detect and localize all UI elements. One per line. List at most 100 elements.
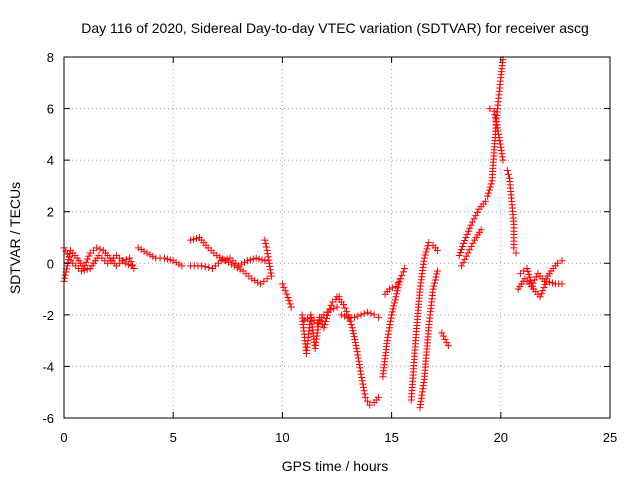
data-point xyxy=(360,387,368,395)
data-point xyxy=(431,276,439,284)
data-point xyxy=(462,252,470,260)
data-point xyxy=(472,212,480,220)
data-point xyxy=(192,234,200,242)
data-point xyxy=(265,259,273,267)
data-point xyxy=(491,114,499,122)
data-point xyxy=(459,259,467,267)
data-point xyxy=(356,364,364,372)
data-point xyxy=(246,256,254,264)
data-point xyxy=(354,351,362,359)
data-point xyxy=(220,256,228,264)
data-point xyxy=(455,252,463,260)
data-point xyxy=(178,262,186,270)
data-point xyxy=(280,283,288,291)
data-point xyxy=(495,134,503,142)
data-point xyxy=(469,239,477,247)
data-point xyxy=(432,273,440,281)
data-point xyxy=(385,285,393,293)
data-point xyxy=(487,180,495,188)
y-tick-label: -2 xyxy=(42,308,54,323)
data-point xyxy=(558,280,566,288)
data-point xyxy=(391,299,399,307)
data-point xyxy=(236,265,244,273)
x-tick-label: 0 xyxy=(60,430,67,445)
data-point xyxy=(83,265,91,273)
data-point xyxy=(265,256,273,264)
data-point xyxy=(532,273,540,281)
data-point xyxy=(457,246,465,254)
data-point xyxy=(361,390,369,398)
data-point xyxy=(350,333,358,341)
data-point xyxy=(321,321,329,329)
data-point xyxy=(350,330,358,338)
data-point xyxy=(494,127,502,135)
data-point xyxy=(541,280,549,288)
data-point xyxy=(499,156,507,164)
data-point xyxy=(348,324,356,332)
data-point xyxy=(172,258,180,266)
y-tick-label: 4 xyxy=(47,153,54,168)
data-point xyxy=(486,183,494,191)
data-point xyxy=(216,253,224,261)
data-point xyxy=(385,327,393,335)
data-point xyxy=(128,262,136,270)
data-point xyxy=(124,261,132,269)
data-point xyxy=(439,332,447,340)
data-point xyxy=(333,303,341,311)
data-point xyxy=(497,146,505,154)
data-point xyxy=(85,252,93,260)
data-point xyxy=(498,153,506,161)
data-point xyxy=(374,393,382,401)
data-point xyxy=(396,275,404,283)
data-point xyxy=(267,272,275,280)
data-point xyxy=(467,221,475,229)
data-point xyxy=(77,267,85,275)
data-point xyxy=(456,249,464,257)
data-point xyxy=(264,250,272,258)
data-point xyxy=(304,315,312,323)
y-tick-label: -4 xyxy=(42,359,54,374)
data-point xyxy=(396,278,404,286)
data-point xyxy=(444,342,452,350)
data-point xyxy=(425,239,433,247)
data-point xyxy=(251,276,259,284)
data-point xyxy=(238,260,246,268)
y-tick-label: -6 xyxy=(42,411,54,426)
data-point xyxy=(80,266,88,274)
data-point xyxy=(341,304,349,312)
data-point xyxy=(558,257,566,265)
data-point xyxy=(84,255,92,263)
data-point xyxy=(470,215,478,223)
data-point xyxy=(262,240,270,248)
data-point xyxy=(466,224,474,232)
data-point xyxy=(323,314,331,322)
data-point xyxy=(357,311,365,319)
data-point xyxy=(140,247,148,255)
data-point xyxy=(540,284,548,292)
data-point xyxy=(392,282,400,290)
data-point xyxy=(482,197,490,205)
data-point xyxy=(388,311,396,319)
data-point xyxy=(383,337,391,345)
data-point xyxy=(201,263,209,271)
data-point xyxy=(261,257,269,265)
data-point xyxy=(352,341,360,349)
data-point xyxy=(548,279,556,287)
data-point xyxy=(264,253,272,261)
data-point xyxy=(441,335,449,343)
data-point xyxy=(320,324,328,332)
x-tick-label: 15 xyxy=(384,430,398,445)
data-point xyxy=(134,244,142,252)
data-point xyxy=(468,218,476,226)
data-point xyxy=(248,275,256,283)
data-point xyxy=(384,333,392,341)
data-point xyxy=(524,267,532,275)
data-point xyxy=(342,307,350,315)
x-axis-label: GPS time / hours xyxy=(282,458,389,474)
data-point xyxy=(346,317,354,325)
data-point xyxy=(388,308,396,316)
data-point xyxy=(386,321,394,329)
data-point xyxy=(330,304,338,312)
data-point xyxy=(93,244,101,252)
